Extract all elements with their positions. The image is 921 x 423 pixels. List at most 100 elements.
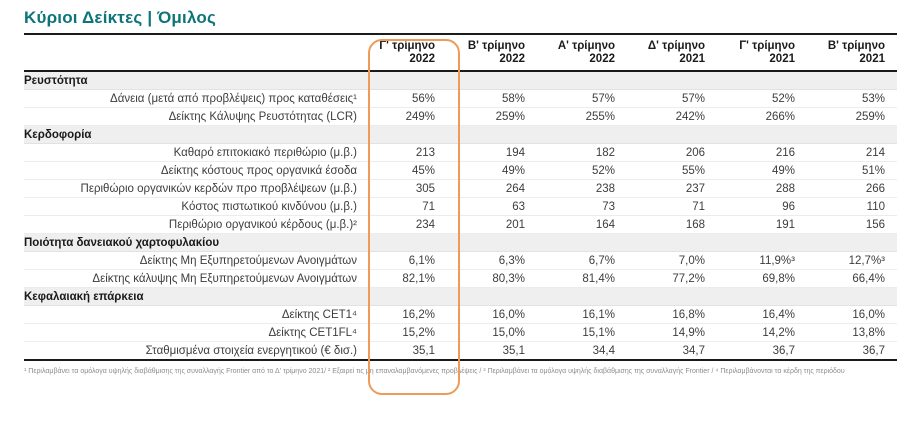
year-label: 2021	[679, 53, 705, 65]
row-label: Δείκτης CET1FL⁴	[24, 323, 369, 342]
report-content: Κύριοι Δείκτες | Όμιλος Γ' τρίμηνο 2022 …	[24, 0, 897, 377]
section-title: Ποιότητα δανειακού χαρτοφυλακίου	[24, 233, 897, 252]
cell-value: 6,7%	[537, 251, 627, 270]
cell-value: 35,1	[369, 341, 447, 361]
cell-value: 201	[447, 215, 537, 234]
table-row-core-profit-margin: Περιθώριο οργανικού κέρδους (μ.β.)² 234 …	[24, 215, 897, 234]
table-row-cost-to-core-income: Δείκτης κόστους προς οργανικά έσοδα 45% …	[24, 161, 897, 180]
table-row-rwa: Σταθμισμένα στοιχεία ενεργητικού (€ δισ.…	[24, 341, 897, 361]
cell-value: 58%	[447, 89, 537, 108]
table-row-nim: Καθαρό επιτοκιακό περιθώριο (μ.β.) 213 1…	[24, 143, 897, 162]
col-header-q2-2021: Β' τρίμηνο 2021	[807, 35, 897, 72]
col-header-q1-2022: Α' τρίμηνο 2022	[537, 35, 627, 72]
cell-value: 11,9%³	[717, 251, 807, 270]
cell-value: 52%	[537, 161, 627, 180]
cell-value: 36,7	[807, 341, 897, 361]
cell-value: 194	[447, 143, 537, 162]
cell-value: 15,2%	[369, 323, 447, 342]
cell-value: 305	[369, 179, 447, 198]
cell-value: 66,4%	[807, 269, 897, 288]
section-profitability: Κερδοφορία	[24, 125, 897, 144]
row-label: Κόστος πιστωτικού κινδύνου (μ.β.)	[24, 197, 369, 216]
title-divider	[24, 33, 897, 35]
cell-value: 49%	[717, 161, 807, 180]
cell-value: 164	[537, 215, 627, 234]
cell-value: 14,2%	[717, 323, 807, 342]
quarter-label: Γ' τρίμηνο	[739, 40, 795, 52]
section-title: Κεφαλαιακή επάρκεια	[24, 287, 897, 306]
cell-value: 51%	[807, 161, 897, 180]
table-row-core-ppi-margin: Περιθώριο οργανικών κερδών προ προβλέψεω…	[24, 179, 897, 198]
row-label: Περιθώριο οργανικών κερδών προ προβλέψεω…	[24, 179, 369, 198]
cell-value: 182	[537, 143, 627, 162]
table-row-cet1fl: Δείκτης CET1FL⁴ 15,2% 15,0% 15,1% 14,9% …	[24, 323, 897, 342]
row-label: Δείκτης CET1⁴	[24, 305, 369, 324]
quarter-label: Β' τρίμηνο	[827, 40, 885, 52]
cell-value: 264	[447, 179, 537, 198]
cell-value: 77,2%	[627, 269, 717, 288]
row-label: Δείκτης Μη Εξυπηρετούμενων Ανοιγμάτων	[24, 251, 369, 270]
row-label: Δείκτης Κάλυψης Ρευστότητας (LCR)	[24, 107, 369, 126]
cell-value: 49%	[447, 161, 537, 180]
cell-value: 266%	[717, 107, 807, 126]
col-header-q3-2022: Γ' τρίμηνο 2022	[369, 35, 447, 72]
cell-value: 35,1	[447, 341, 537, 361]
table-row-npe-ratio: Δείκτης Μη Εξυπηρετούμενων Ανοιγμάτων 6,…	[24, 251, 897, 270]
col-header-q2-2022: Β' τρίμηνο 2022	[447, 35, 537, 72]
cell-value: 36,7	[717, 341, 807, 361]
cell-value: 16,4%	[717, 305, 807, 324]
cell-value: 156	[807, 215, 897, 234]
table-row-npe-coverage: Δείκτης κάλυψης Μη Εξυπηρετούμενων Ανοιγ…	[24, 269, 897, 288]
cell-value: 45%	[369, 161, 447, 180]
table-row-lcr: Δείκτης Κάλυψης Ρευστότητας (LCR) 249% 2…	[24, 107, 897, 126]
cell-value: 81,4%	[537, 269, 627, 288]
cell-value: 63	[447, 197, 537, 216]
cell-value: 53%	[807, 89, 897, 108]
cell-value: 168	[627, 215, 717, 234]
cell-value: 34,7	[627, 341, 717, 361]
cell-value: 191	[717, 215, 807, 234]
cell-value: 238	[537, 179, 627, 198]
cell-value: 242%	[627, 107, 717, 126]
cell-value: 213	[369, 143, 447, 162]
header-row: Γ' τρίμηνο 2022 Β' τρίμηνο 2022 Α' τρίμη…	[24, 35, 897, 72]
cell-value: 57%	[627, 89, 717, 108]
cell-value: 16,8%	[627, 305, 717, 324]
cell-value: 15,1%	[537, 323, 627, 342]
section-liquidity: Ρευστότητα	[24, 71, 897, 90]
quarter-label: Α' τρίμηνο	[557, 40, 615, 52]
cell-value: 15,0%	[447, 323, 537, 342]
cell-value: 6,1%	[369, 251, 447, 270]
table-row-cet1: Δείκτης CET1⁴ 16,2% 16,0% 16,1% 16,8% 16…	[24, 305, 897, 324]
cell-value: 255%	[537, 107, 627, 126]
year-label: 2022	[499, 53, 525, 65]
row-label: Σταθμισμένα στοιχεία ενεργητικού (€ δισ.…	[24, 341, 369, 361]
row-label: Δάνεια (μετά από προβλέψεις) προς καταθέ…	[24, 89, 369, 108]
cell-value: 259%	[447, 107, 537, 126]
section-title: Κερδοφορία	[24, 125, 897, 144]
cell-value: 249%	[369, 107, 447, 126]
cell-value: 13,8%	[807, 323, 897, 342]
year-label: 2022	[409, 53, 435, 65]
cell-value: 80,3%	[447, 269, 537, 288]
year-label: 2021	[769, 53, 795, 65]
quarter-label: Γ' τρίμηνο	[379, 40, 435, 52]
cell-value: 34,4	[537, 341, 627, 361]
kpi-table: Γ' τρίμηνο 2022 Β' τρίμηνο 2022 Α' τρίμη…	[24, 35, 897, 361]
cell-value: 266	[807, 179, 897, 198]
cell-value: 73	[537, 197, 627, 216]
cell-value: 234	[369, 215, 447, 234]
row-label: Περιθώριο οργανικού κέρδους (μ.β.)²	[24, 215, 369, 234]
corner-cell	[24, 35, 369, 72]
footnote: ¹ Περιλαμβάνει τα ομόλογα υψηλής διαβάθμ…	[24, 368, 845, 375]
cell-value: 16,2%	[369, 305, 447, 324]
section-capital-adequacy: Κεφαλαιακή επάρκεια	[24, 287, 897, 306]
cell-value: 96	[717, 197, 807, 216]
section-title: Ρευστότητα	[24, 71, 897, 90]
page-title: Κύριοι Δείκτες | Όμιλος	[24, 8, 217, 27]
table-row-loans-to-deposits: Δάνεια (μετά από προβλέψεις) προς καταθέ…	[24, 89, 897, 108]
cell-value: 14,9%	[627, 323, 717, 342]
cell-value: 214	[807, 143, 897, 162]
quarter-label: Β' τρίμηνο	[467, 40, 525, 52]
